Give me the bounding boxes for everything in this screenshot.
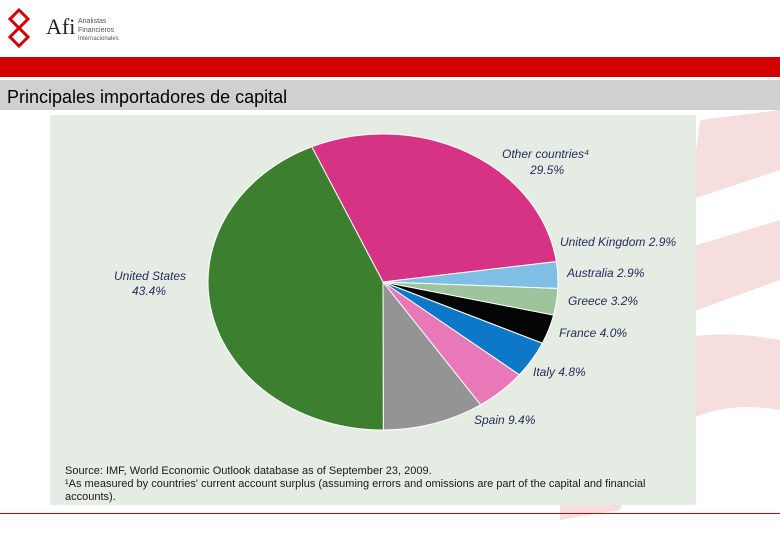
logo-sub-2: Financieros [78,27,115,34]
afi-logo-icon [7,8,31,48]
header: Afi Analistas Financieros Internacionale… [0,0,780,57]
label-united-states: United States [114,269,187,283]
label-australia: Australia 2.9% [567,266,645,280]
chart-source: Source: IMF, World Economic Outlook data… [65,465,432,477]
label-spain: Spain 9.4% [474,413,536,427]
logo-sub-1: Analistas [78,18,107,25]
label-united-kingdom: United Kingdom 2.9% [560,235,677,249]
header-red-bar [0,57,780,77]
value-other-countries: 29.5% [530,163,565,177]
title-bar [0,80,780,110]
bottom-divider [0,513,780,514]
chart-notes: Source: IMF, World Economic Outlook data… [65,465,685,504]
chart-panel: Other countries⁴ 29.5% United Kingdom 2.… [50,115,696,505]
pie-chart [207,133,559,431]
pie-slice-spain [382,280,482,431]
chart-footnote: ¹As measured by countries' current accou… [65,478,646,503]
pie-slice-other-countries [311,133,557,283]
label-greece: Greece 3.2% [568,294,639,308]
pie-slice-united-states [207,146,384,431]
label-france: France 4.0% [559,326,628,340]
label-other-countries: Other countries⁴ [502,147,590,161]
logo-sub-3: Internacionales [78,36,119,42]
value-united-states: 43.4% [132,284,167,298]
logo-text: Afi [46,14,76,39]
label-italy: Italy 4.8% [533,365,586,379]
page-title: Principales importadores de capital [7,87,288,107]
